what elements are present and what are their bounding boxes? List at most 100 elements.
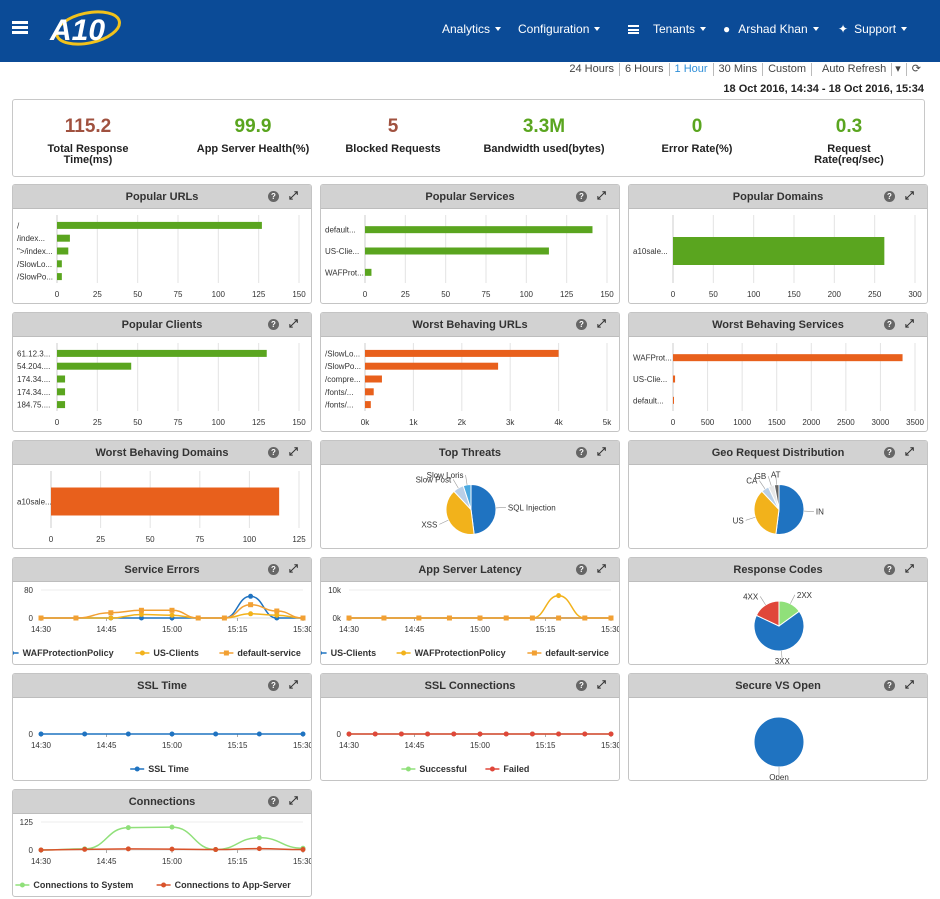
data-point[interactable] — [300, 731, 306, 737]
data-point[interactable] — [582, 731, 588, 737]
data-point[interactable] — [416, 615, 422, 621]
range-24-hours[interactable]: 24 Hours — [564, 63, 620, 76]
data-point[interactable] — [108, 610, 114, 616]
data-point[interactable] — [213, 847, 219, 853]
data-point[interactable] — [248, 611, 254, 617]
data-point[interactable] — [274, 612, 280, 618]
data-point[interactable] — [38, 615, 44, 621]
data-point[interactable] — [213, 731, 219, 737]
expand-icon[interactable]: ⤢ — [905, 679, 914, 691]
data-point[interactable] — [582, 615, 588, 621]
data-point[interactable] — [608, 615, 614, 621]
bar[interactable] — [57, 388, 66, 396]
bar[interactable] — [57, 260, 62, 268]
expand-icon[interactable]: ⤢ — [597, 318, 606, 330]
data-point[interactable] — [477, 731, 483, 737]
bar[interactable] — [57, 234, 70, 242]
data-point[interactable] — [138, 607, 144, 613]
bar[interactable] — [51, 487, 280, 516]
data-point[interactable] — [451, 731, 457, 737]
data-point[interactable] — [195, 615, 201, 621]
data-point[interactable] — [608, 731, 614, 737]
data-point[interactable] — [248, 593, 254, 599]
expand-icon[interactable]: ⤢ — [597, 563, 606, 575]
help-icon[interactable]: ? — [268, 447, 279, 458]
bar[interactable] — [365, 388, 374, 396]
bar[interactable] — [57, 362, 132, 370]
refresh-icon[interactable]: ⟳ — [911, 63, 921, 75]
data-point[interactable] — [169, 824, 175, 830]
data-point[interactable] — [138, 615, 144, 621]
data-point[interactable] — [169, 846, 175, 852]
data-point[interactable] — [125, 825, 131, 831]
data-point[interactable] — [125, 731, 131, 737]
data-point[interactable] — [274, 608, 280, 614]
expand-icon[interactable]: ⤢ — [905, 563, 914, 575]
auto-refresh-dropdown[interactable]: Auto Refresh ▾ — [812, 63, 907, 76]
data-point[interactable] — [82, 846, 88, 852]
data-point[interactable] — [82, 731, 88, 737]
pie-slice[interactable] — [775, 483, 805, 535]
data-point[interactable] — [346, 615, 352, 621]
bar[interactable] — [365, 268, 372, 276]
data-point[interactable] — [256, 731, 262, 737]
data-point[interactable] — [425, 731, 431, 737]
bar[interactable] — [673, 396, 674, 404]
expand-icon[interactable]: ⤢ — [597, 190, 606, 202]
expand-icon[interactable]: ⤢ — [289, 318, 298, 330]
help-icon[interactable]: ? — [884, 680, 895, 691]
data-point[interactable] — [372, 731, 378, 737]
bar[interactable] — [57, 375, 66, 383]
help-icon[interactable]: ? — [576, 680, 587, 691]
help-icon[interactable]: ? — [576, 564, 587, 575]
bar[interactable] — [365, 401, 371, 409]
pie-slice[interactable] — [755, 600, 780, 627]
help-icon[interactable]: ? — [884, 447, 895, 458]
analytics-menu[interactable]: Analytics — [442, 22, 502, 36]
data-point[interactable] — [381, 615, 387, 621]
help-icon[interactable]: ? — [576, 447, 587, 458]
expand-icon[interactable]: ⤢ — [289, 795, 298, 807]
data-point[interactable] — [503, 731, 509, 737]
expand-icon[interactable]: ⤢ — [905, 446, 914, 458]
pie-slice[interactable] — [753, 716, 805, 768]
data-point[interactable] — [477, 615, 483, 621]
range-6-hours[interactable]: 6 Hours — [620, 63, 670, 76]
bar[interactable] — [57, 247, 69, 255]
bar[interactable] — [365, 247, 549, 255]
expand-icon[interactable]: ⤢ — [905, 190, 914, 202]
expand-icon[interactable]: ⤢ — [597, 679, 606, 691]
data-point[interactable] — [256, 835, 262, 841]
bar[interactable] — [365, 375, 382, 383]
menu-icon[interactable] — [12, 21, 28, 35]
bar[interactable] — [365, 226, 593, 234]
data-point[interactable] — [169, 731, 175, 737]
help-icon[interactable]: ? — [576, 191, 587, 202]
help-icon[interactable]: ? — [268, 796, 279, 807]
data-point[interactable] — [300, 847, 306, 853]
data-point[interactable] — [556, 593, 562, 599]
help-icon[interactable]: ? — [268, 564, 279, 575]
bar[interactable] — [365, 349, 559, 357]
data-point[interactable] — [73, 615, 79, 621]
range-custom[interactable]: Custom — [763, 63, 812, 76]
data-point[interactable] — [108, 615, 114, 621]
data-point[interactable] — [556, 731, 562, 737]
bar[interactable] — [57, 401, 66, 409]
data-point[interactable] — [346, 731, 352, 737]
configuration-menu[interactable]: Configuration — [518, 22, 601, 36]
data-point[interactable] — [529, 615, 535, 621]
bar[interactable] — [365, 362, 499, 370]
data-point[interactable] — [503, 615, 509, 621]
help-icon[interactable]: ? — [268, 191, 279, 202]
data-point[interactable] — [256, 846, 262, 852]
user-menu[interactable]: ● Arshad Khan — [723, 22, 819, 36]
data-point[interactable] — [556, 615, 562, 621]
expand-icon[interactable]: ⤢ — [289, 679, 298, 691]
expand-icon[interactable]: ⤢ — [289, 563, 298, 575]
help-icon[interactable]: ? — [576, 319, 587, 330]
data-point[interactable] — [138, 612, 144, 617]
tenants-menu[interactable]: Tenants — [628, 22, 707, 36]
bar[interactable] — [57, 221, 262, 229]
pie-slice[interactable] — [470, 483, 497, 535]
